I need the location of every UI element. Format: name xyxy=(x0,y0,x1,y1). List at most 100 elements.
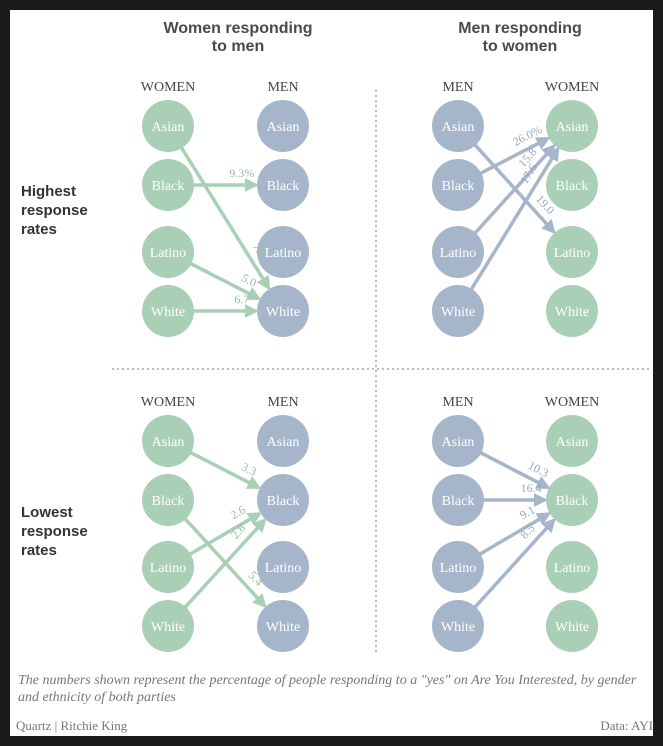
node-label: Latino xyxy=(554,561,591,576)
node-circle xyxy=(432,600,484,652)
node-lowest-women-source-white: White xyxy=(142,600,194,652)
node-circle xyxy=(257,100,309,152)
edge-highest-women-latino-to-white: 5.0 xyxy=(188,261,262,301)
edge-highest-women-asian-to-white: 7.8 xyxy=(179,145,271,291)
edge-lowest-men-latino-to-black: 9.1 xyxy=(477,503,552,557)
node-highest-women-source-white: White xyxy=(142,285,194,337)
edge-arrow xyxy=(469,146,560,292)
node-circle xyxy=(432,100,484,152)
node-lowest-women-source-latino: Latino xyxy=(142,541,194,593)
edge-label: 2.8 xyxy=(228,521,248,542)
node-label: White xyxy=(151,305,185,320)
node-label: White xyxy=(266,305,300,320)
panel-highest-men-source-header: MEN xyxy=(442,80,473,95)
node-label: Latino xyxy=(440,246,477,261)
node-circle xyxy=(257,159,309,211)
row-label-top-line-3: rates xyxy=(21,221,57,238)
node-circle xyxy=(257,600,309,652)
node-label: Asian xyxy=(556,120,589,135)
edge-lowest-women-latino-to-black: 2.6 xyxy=(187,502,263,557)
panel-lowest-women-target-header: MEN xyxy=(267,395,298,410)
node-lowest-men-target-latino: Latino xyxy=(546,541,598,593)
panel-highest-women: WOMEN MEN Asian Asian Black Black Latino Latino… xyxy=(141,80,309,337)
node-circle xyxy=(142,100,194,152)
node-label: Latino xyxy=(265,246,302,261)
node-circle xyxy=(142,541,194,593)
edge-arrow xyxy=(472,517,556,610)
node-lowest-women-target-asian: Asian xyxy=(257,415,309,467)
node-circle xyxy=(257,226,309,278)
node-circle xyxy=(546,226,598,278)
node-label: White xyxy=(441,620,475,635)
node-circle xyxy=(142,474,194,526)
edge-label: 7.8 xyxy=(250,240,270,260)
node-lowest-women-source-asian: Asian xyxy=(142,415,194,467)
node-highest-men-target-latino: Latino xyxy=(546,226,598,278)
panel-highest-women-source-header: WOMEN xyxy=(141,80,195,95)
node-label: Asian xyxy=(152,435,185,450)
node-label: White xyxy=(441,305,475,320)
row-label-top-line-2: response xyxy=(21,202,88,219)
node-circle xyxy=(257,474,309,526)
node-circle xyxy=(257,541,309,593)
node-label: Black xyxy=(152,494,185,509)
node-circle xyxy=(257,285,309,337)
node-label: Asian xyxy=(152,120,185,135)
edge-arrow xyxy=(188,450,262,490)
edge-arrow xyxy=(187,512,263,557)
node-circle xyxy=(142,600,194,652)
node-highest-women-target-latino: Latino xyxy=(257,226,309,278)
edge-arrow xyxy=(477,512,552,557)
data-credit: Data: AYI xyxy=(600,718,653,733)
node-circle xyxy=(142,415,194,467)
column-title-left-line-1: Women responding xyxy=(163,20,312,37)
edge-label: 8.5 xyxy=(517,521,537,542)
node-highest-men-source-black: Black xyxy=(432,159,484,211)
node-label: Black xyxy=(267,494,300,509)
node-label: White xyxy=(151,620,185,635)
edge-arrow xyxy=(478,136,551,176)
panel-lowest-women-source-header: WOMEN xyxy=(141,395,195,410)
node-label: White xyxy=(555,620,589,635)
panel-highest-women-target-header: MEN xyxy=(267,80,298,95)
node-circle xyxy=(546,100,598,152)
row-label-bottom-line-2: response xyxy=(21,523,88,540)
edge-label: 9.3% xyxy=(229,166,254,180)
node-label: Black xyxy=(152,179,185,194)
node-circle xyxy=(142,285,194,337)
row-label-bottom-line-1: Lowest xyxy=(21,504,73,521)
edge-label: 26.0% xyxy=(510,122,544,149)
panel-highest-men-target-header: WOMEN xyxy=(545,80,599,95)
node-circle xyxy=(546,600,598,652)
node-circle xyxy=(257,415,309,467)
node-label: Latino xyxy=(440,561,477,576)
node-label: Latino xyxy=(150,561,187,576)
node-highest-women-source-black: Black xyxy=(142,159,194,211)
node-highest-women-target-black: Black xyxy=(257,159,309,211)
edge-lowest-men-black-to-black: 16.4 xyxy=(482,481,548,507)
node-lowest-women-target-black: Black xyxy=(257,474,309,526)
node-circle xyxy=(432,541,484,593)
node-label: Asian xyxy=(442,435,475,450)
panel-highest-men: MEN WOMEN Asian Asian Black Black Latino Latino… xyxy=(432,80,599,337)
node-circle xyxy=(142,159,194,211)
node-highest-men-target-black: Black xyxy=(546,159,598,211)
edge-label: 16.4 xyxy=(521,481,542,495)
node-label: Black xyxy=(267,179,300,194)
edge-highest-women-white-to-white: 6.7 xyxy=(192,292,259,318)
node-circle xyxy=(546,541,598,593)
column-title-right-line-1: Men responding xyxy=(458,20,582,37)
source-credit: Quartz | Ritchie King xyxy=(16,718,128,733)
node-lowest-men-target-asian: Asian xyxy=(546,415,598,467)
node-circle xyxy=(432,159,484,211)
node-label: White xyxy=(555,305,589,320)
node-lowest-women-target-white: White xyxy=(257,600,309,652)
node-label: Asian xyxy=(267,435,300,450)
panel-lowest-women: WOMEN MEN Asian Asian Black Black Latino Latino… xyxy=(141,395,309,652)
edge-lowest-women-asian-to-black: 3.3 xyxy=(188,450,262,490)
node-lowest-men-source-latino: Latino xyxy=(432,541,484,593)
node-lowest-men-source-white: White xyxy=(432,600,484,652)
node-highest-men-source-asian: Asian xyxy=(432,100,484,152)
column-title-left-line-2: to men xyxy=(212,38,264,55)
